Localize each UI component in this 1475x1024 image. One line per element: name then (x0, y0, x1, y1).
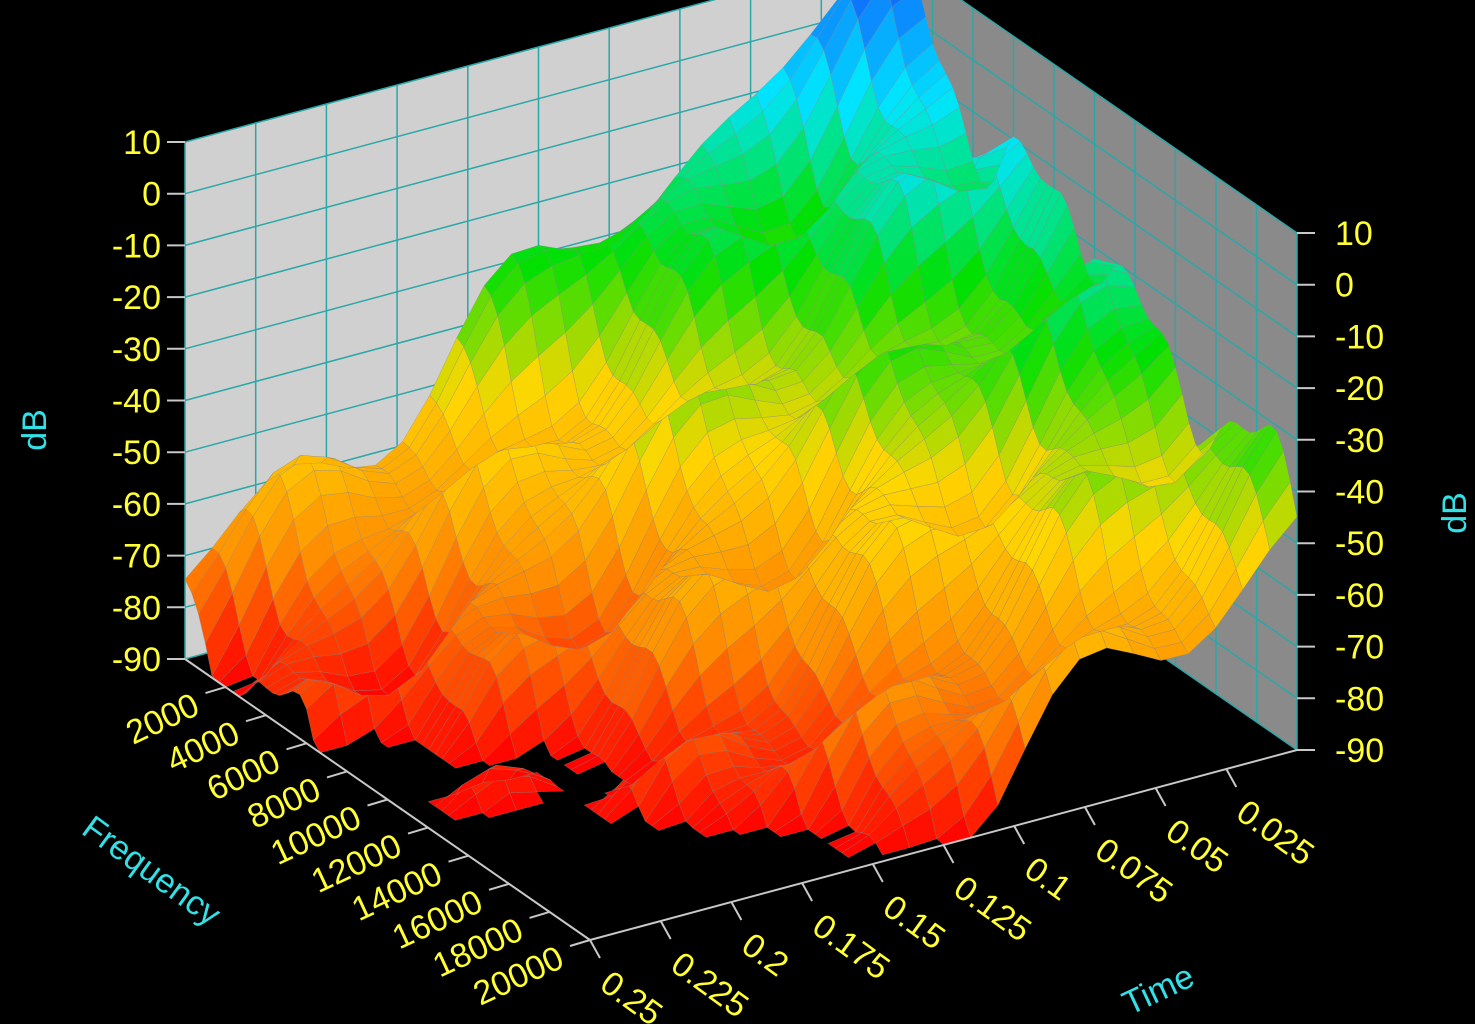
z-tick-label-left: 0 (142, 176, 161, 214)
z-tick-label-left: -80 (112, 589, 161, 627)
time-tick-label: 0.15 (876, 888, 952, 958)
z-tick-label-right: -40 (1335, 474, 1384, 512)
time-tick (1154, 787, 1167, 807)
z-tick-label-right: -60 (1335, 577, 1384, 615)
z-tick-label-right: -20 (1335, 370, 1384, 408)
z-tick-label-left: -40 (112, 383, 161, 421)
surface-cell (583, 785, 619, 811)
z-axis-title-right: dB (1436, 492, 1474, 534)
surface-cell (563, 752, 599, 770)
frequency-tick (205, 686, 226, 695)
z-tick-label-right: -30 (1335, 422, 1384, 460)
time-tick (589, 939, 601, 959)
z-tick-label-left: -60 (112, 486, 161, 524)
z-tick-label-left: -10 (112, 227, 161, 265)
z-tick-label-left: -90 (112, 641, 161, 679)
time-tick-label: 0.1 (1017, 850, 1078, 909)
z-tick-label-right: -70 (1335, 629, 1384, 667)
surface-cell (184, 547, 220, 594)
frequency-tick (529, 910, 550, 919)
z-tick-label-right: -50 (1335, 525, 1384, 563)
time-tick (659, 920, 672, 940)
grid-line-z (184, 0, 1298, 234)
z-tick-label-right: 0 (1335, 267, 1354, 305)
time-tick (801, 882, 813, 902)
time-tick-label: 0.025 (1230, 793, 1321, 874)
z-tick-label-left: 10 (123, 124, 161, 162)
frequency-axis-title: Frequency (75, 809, 227, 934)
frequency-tick (407, 826, 429, 835)
time-axis-title: Time (1117, 957, 1200, 1023)
time-tick-label: 0.05 (1159, 812, 1235, 882)
time-tick (942, 844, 955, 864)
time-tick (1084, 806, 1096, 826)
spectral-surface (184, 0, 1298, 858)
z-axis-title-left: dB (16, 409, 54, 451)
z-tick-label-right: -90 (1335, 732, 1384, 770)
time-tick (1225, 768, 1238, 788)
z-tick-label-right: -10 (1335, 318, 1384, 356)
surface-cell (427, 784, 463, 807)
time-tick (871, 863, 884, 883)
frequency-tick (448, 854, 469, 863)
z-tick-label-left: -70 (112, 538, 161, 576)
frequency-tick (245, 714, 267, 723)
frequency-tick (569, 939, 591, 947)
time-tick (730, 901, 743, 921)
z-tick-label-right: 10 (1335, 215, 1373, 253)
frequency-tick (488, 882, 510, 891)
z-tick-label-right: -80 (1335, 680, 1384, 718)
surface-cell (827, 831, 863, 849)
frequency-tick (286, 742, 307, 751)
frequency-tick (326, 770, 348, 779)
z-tick-label-left: -20 (112, 279, 161, 317)
time-tick (1013, 825, 1026, 845)
z-tick-label-left: -50 (112, 434, 161, 472)
time-tick-label: 0.2 (735, 926, 796, 985)
z-tick-label-left: -30 (112, 331, 161, 369)
time-tick-label: 0.25 (593, 964, 669, 1024)
frequency-tick (367, 798, 388, 807)
